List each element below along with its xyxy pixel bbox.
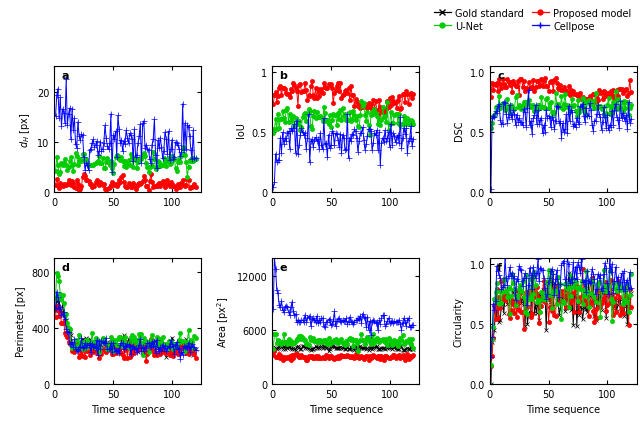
Text: c: c (497, 71, 504, 81)
Y-axis label: Circularity: Circularity (454, 296, 464, 346)
Text: d: d (61, 262, 70, 272)
Y-axis label: Perimeter [px]: Perimeter [px] (15, 286, 26, 356)
Legend: Gold standard, U-Net, Proposed model, Cellpose: Gold standard, U-Net, Proposed model, Ce… (430, 5, 635, 36)
Text: f: f (497, 262, 502, 272)
Text: b: b (280, 71, 287, 81)
Y-axis label: DSC: DSC (454, 120, 464, 140)
X-axis label: Time sequence: Time sequence (91, 404, 165, 414)
Text: a: a (61, 71, 69, 81)
X-axis label: Time sequence: Time sequence (308, 404, 383, 414)
Y-axis label: IoU: IoU (236, 122, 246, 138)
Text: e: e (280, 262, 287, 272)
Y-axis label: Area [px$^2$]: Area [px$^2$] (215, 296, 231, 347)
Y-axis label: $d_H$ [px]: $d_H$ [px] (18, 112, 31, 148)
X-axis label: Time sequence: Time sequence (526, 404, 600, 414)
